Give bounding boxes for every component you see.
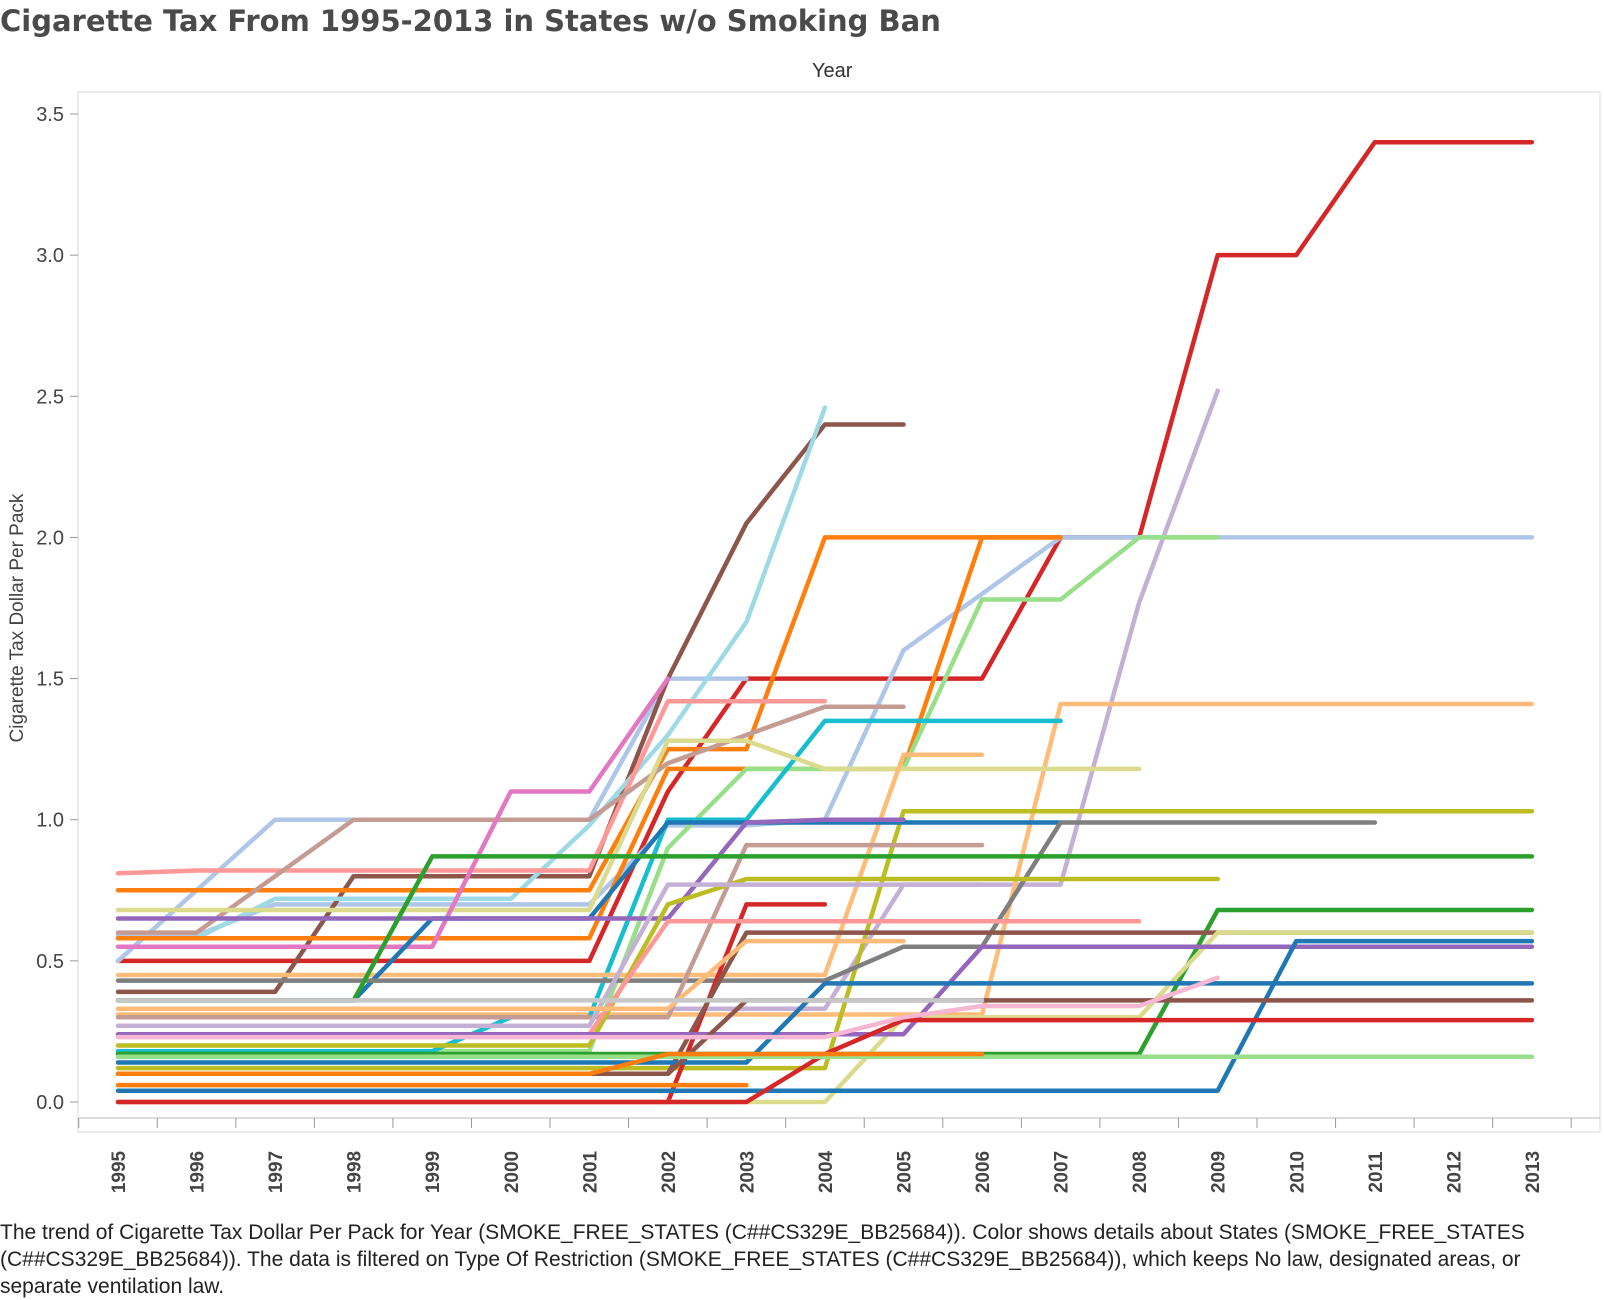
chart-caption: The trend of Cigarette Tax Dollar Per Pa… <box>0 1221 1525 1298</box>
x-tick-label: 2001 <box>580 1150 601 1193</box>
series-line-16 <box>115 676 671 949</box>
x-tick-label: 1997 <box>266 1151 287 1193</box>
series-line-36 <box>115 975 1220 1040</box>
x-tick-label: 2010 <box>1287 1151 1308 1193</box>
x-tick-label: 1998 <box>345 1151 366 1193</box>
series-line-31 <box>115 938 1535 1093</box>
x-tick-label: 2012 <box>1444 1151 1465 1193</box>
y-tick-label: 2.0 <box>36 527 64 549</box>
series-line-38 <box>115 938 906 1012</box>
y-axis: 0.0 0.5 1.0 1.5 2.0 2.5 3.0 3.5 <box>36 104 78 1114</box>
x-tick-label: 2000 <box>502 1151 523 1193</box>
series-line-5 <box>115 422 906 995</box>
series-line-23 <box>115 876 1220 1048</box>
x-tick-label: 2008 <box>1130 1151 1151 1193</box>
series-line-10 <box>115 701 1535 1017</box>
x-tick-label: 2005 <box>895 1150 916 1193</box>
y-tick-label: 3.0 <box>36 245 64 267</box>
series-line-20 <box>115 817 906 921</box>
x-tick-label: 2006 <box>973 1151 994 1193</box>
y-tick-label: 1.0 <box>36 810 64 832</box>
y-tick-label: 2.5 <box>36 386 64 408</box>
x-tick-label: 2002 <box>659 1151 680 1193</box>
series-line-3 <box>115 535 1535 938</box>
series-line-21 <box>115 842 985 1020</box>
series-line-19 <box>115 820 1378 983</box>
series-lines <box>115 139 1535 1105</box>
series-line-32 <box>115 981 1535 1065</box>
x-tick-label: 2009 <box>1209 1151 1230 1193</box>
x-tick-label: 1996 <box>188 1151 209 1193</box>
x-axis-header: Year <box>812 60 853 82</box>
series-line-12 <box>115 704 906 935</box>
chart-title: Cigarette Tax From 1995-2013 in States w… <box>0 4 941 38</box>
x-tick-label: 1995 <box>109 1150 130 1193</box>
series-line-24 <box>115 882 985 1029</box>
series-line-1 <box>115 139 1535 964</box>
x-tick-label: 2007 <box>1052 1151 1073 1193</box>
y-tick-label: 1.5 <box>36 669 64 691</box>
x-axis: 1995 1996 1997 1998 1999 2000 2001 2002 2003 2004… <box>78 1117 1600 1193</box>
y-tick-label: 3.5 <box>36 104 64 126</box>
series-line-17 <box>115 808 1535 1071</box>
series-line-7 <box>115 535 1063 893</box>
x-tick-label: 2003 <box>737 1151 758 1193</box>
series-line-37 <box>115 1051 985 1077</box>
series-line-15 <box>115 752 985 978</box>
plot-area <box>77 91 1601 1133</box>
x-tick-label: 2013 <box>1523 1151 1544 1193</box>
y-tick-label: 0.5 <box>36 951 64 973</box>
series-line-30 <box>115 944 1535 1037</box>
x-tick-label: 1999 <box>423 1151 444 1193</box>
series-line-11 <box>115 698 828 876</box>
line-chart: 0.00.51.01.52.02.53.03.5 1995 1996 1997 199… <box>36 91 1601 1193</box>
x-tick-label: 2011 <box>1366 1151 1387 1193</box>
series-line-14 <box>115 738 1142 913</box>
y-tick-label: 0.0 <box>36 1092 64 1114</box>
x-tick-label: 2004 <box>816 1150 837 1193</box>
